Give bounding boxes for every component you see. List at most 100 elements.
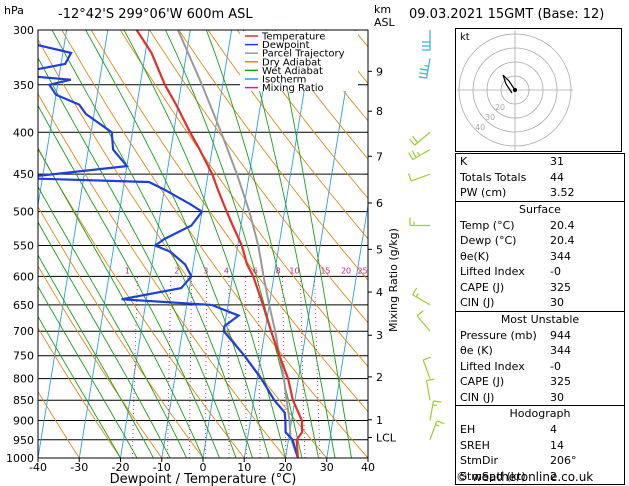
x-tick-label: -30	[70, 461, 88, 474]
hodograph-index-row: EH 4	[456, 422, 624, 438]
pressure-tick-label: 900	[13, 415, 34, 428]
pressure-tick-label: 600	[13, 270, 34, 283]
dry-adiabat-line	[38, 205, 204, 458]
km-tick-label: 7	[376, 150, 383, 163]
pressure-tick-label: 550	[13, 239, 34, 252]
hodograph-origin	[513, 88, 517, 92]
series-parcel-trajectory	[177, 30, 299, 458]
km-tick-label: 1	[376, 414, 383, 427]
surface-row: Dewp (°C) 20.4	[456, 233, 624, 249]
km-tick-label: 4	[376, 286, 383, 299]
most-unstable-row: Lifted Index -0	[456, 359, 624, 375]
isotherm-line	[243, 30, 315, 458]
surface-value: 20.4	[550, 218, 575, 232]
wet-adiabat-line	[38, 315, 121, 458]
mixing-ratio-label: 2	[174, 266, 179, 275]
most-unstable-value: -0	[550, 359, 561, 373]
pressure-tick-label: 750	[13, 350, 34, 363]
pressure-tick-label: 850	[13, 394, 34, 407]
surface-label: θe(K)	[460, 249, 490, 263]
isotherm-line	[161, 30, 233, 458]
mixing-ratio-line	[131, 276, 138, 458]
indices-hodograph: Hodograph EH 4 SREH 14 StmDir 206° StmSpd (kt)…	[456, 405, 624, 484]
hodograph-index-label: StmDir	[460, 454, 499, 467]
wind-barb	[409, 217, 430, 227]
km-tick-label: 8	[376, 105, 383, 118]
wet-adiabat-line	[85, 30, 270, 458]
section-title-surface: Surface	[519, 202, 561, 216]
mixing-ratio-line	[314, 276, 321, 458]
most-unstable-row: CAPE (J) 325	[456, 374, 624, 390]
x-tick-label: 20	[279, 461, 293, 474]
most-unstable-value: 325	[550, 375, 571, 388]
km-tick-label: LCL	[376, 432, 397, 445]
section-title-most-unstable: Most Unstable	[500, 312, 580, 326]
mixing-ratio-label: 25	[357, 266, 367, 275]
surface-label: Dewp (°C)	[460, 234, 517, 247]
mixing-ratio-label: 20	[341, 266, 351, 275]
surface-row: Temp (°C) 20.4	[456, 218, 624, 234]
mixing-ratio-label: 1	[125, 266, 130, 275]
km-tick-label: 6	[376, 197, 383, 210]
most-unstable-label: Lifted Index	[460, 359, 525, 373]
pressure-tick-label: 800	[13, 373, 34, 386]
wet-adiabat-line	[38, 185, 187, 458]
pressure-tick-label: 700	[13, 325, 34, 338]
pressure-tick-label: 950	[13, 434, 34, 447]
isotherm-line	[38, 30, 68, 208]
indices-top: K 31 Totals Totals 44 PW (cm) 3.52	[456, 154, 624, 201]
hodograph-index-value: 2	[550, 469, 557, 483]
pressure-tick-label: 1000	[6, 452, 34, 465]
wind-barb	[429, 420, 445, 440]
isotherm-line	[78, 30, 150, 458]
wind-barb	[429, 400, 442, 421]
pressure-tick-label: 450	[13, 168, 34, 181]
surface-label: Lifted Index	[460, 265, 525, 278]
dry-adiabat-line	[207, 30, 368, 240]
most-unstable-value: 30	[550, 390, 564, 404]
hodograph-ring-label: 30	[485, 113, 495, 122]
mixing-ratio-line	[244, 276, 247, 458]
x-tick-label: 0	[200, 461, 207, 474]
km-tick-label: 9	[376, 65, 383, 78]
datetime-title: 09.03.2021 15GMT (Base: 12)	[409, 7, 605, 22]
km-tick-label: 5	[376, 243, 383, 256]
wet-adiabat-line	[123, 30, 286, 458]
index-row: K 31	[456, 154, 624, 170]
legend-label: Dry Adiabat	[262, 57, 321, 68]
x-tick-label: -20	[112, 461, 130, 474]
hodograph-index-row: StmSpd (kt) 2	[456, 469, 624, 485]
surface-label: CAPE (J)	[460, 280, 505, 294]
pressure-tick-label: 400	[13, 126, 34, 139]
index-row: PW (cm) 3.52	[456, 185, 624, 201]
mixing-ratio-label: 4	[224, 266, 229, 275]
index-row: Totals Totals 44	[456, 170, 624, 186]
axis-labels: 3003504004505005506006507007508008509009…	[6, 24, 375, 474]
profile-lines	[38, 30, 304, 458]
dry-adiabat-line	[236, 30, 368, 200]
wind-barb	[418, 58, 431, 79]
wet-adiabat-line	[38, 221, 171, 458]
surface-value: 30	[550, 296, 564, 309]
hodograph-index-row: StmDir 206°	[456, 453, 624, 469]
dry-adiabat-line	[149, 30, 368, 324]
series-temperature	[135, 30, 304, 458]
dry-adiabat-line	[38, 92, 286, 458]
wet-adiabat-line	[205, 30, 319, 458]
dry-adiabat-line	[266, 30, 368, 160]
legend-label: Wet Adiabat	[262, 66, 323, 77]
isotherm-line	[202, 30, 274, 458]
surface-value: 20.4	[550, 234, 575, 247]
x-axis-label: Dewpoint / Temperature (°C)	[110, 472, 297, 486]
surface-label: Temp (°C)	[460, 218, 515, 232]
wind-barb	[407, 173, 431, 182]
index-value: 31	[550, 155, 564, 168]
most-unstable-row: Pressure (mb) 944	[456, 328, 624, 344]
hodograph-ring-label: 40	[475, 123, 485, 132]
dry-adiabat-line	[38, 148, 245, 458]
location-title: -12°42'S 299°06'W 600m ASL	[58, 7, 253, 22]
most-unstable-value: 944	[550, 328, 571, 342]
